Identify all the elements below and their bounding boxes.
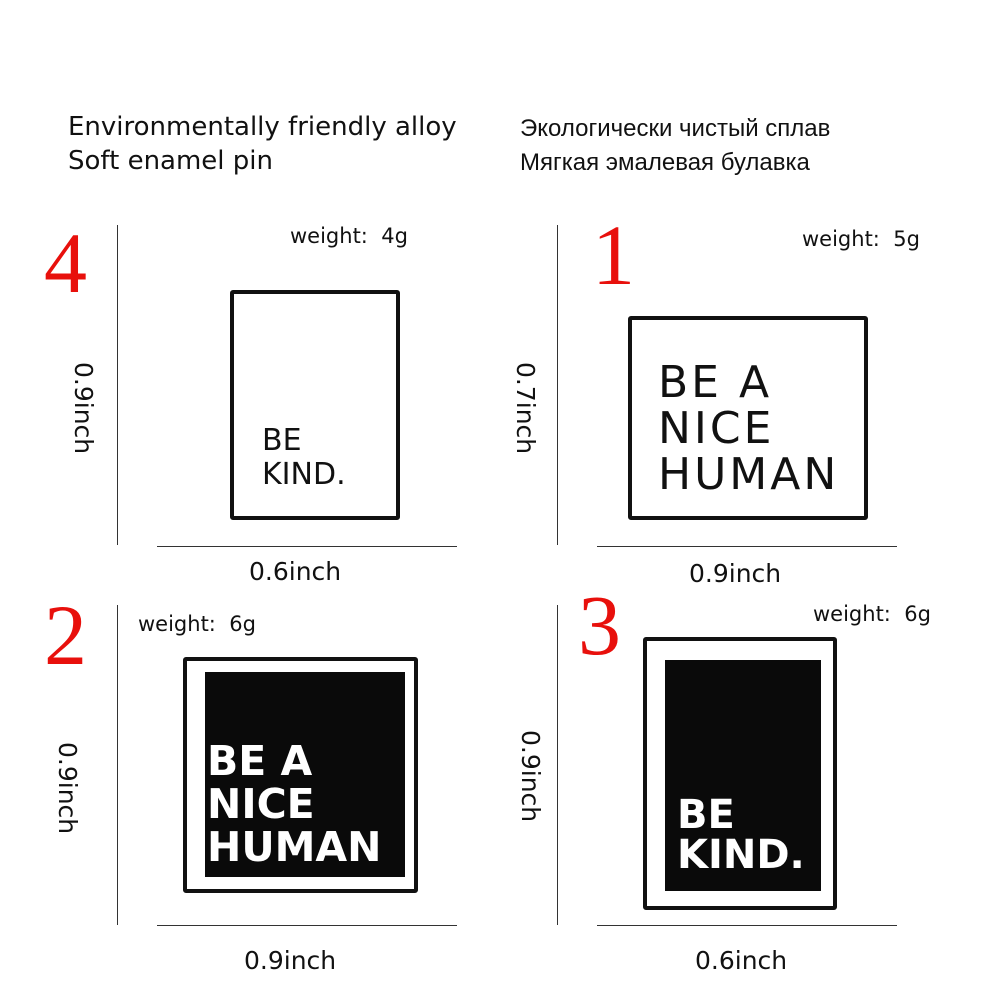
pin-height: 0.9inch <box>53 742 82 835</box>
header-english: Environmentally friendly alloy Soft enam… <box>68 110 457 178</box>
pin-number: 3 <box>578 577 621 673</box>
pin-width: 0.6inch <box>695 946 788 975</box>
pin-text-line: NICE <box>658 403 775 454</box>
height-dimension-line <box>117 605 118 925</box>
pin-weight: weight: 6g <box>138 612 256 636</box>
height-dimension-line <box>117 225 118 545</box>
pin-width: 0.9inch <box>689 559 782 588</box>
width-dimension-line <box>157 546 457 547</box>
height-dimension-line <box>557 605 558 925</box>
pin-text-line: HUMAN <box>658 449 840 500</box>
pin-text-line: NICE <box>207 780 315 828</box>
pin-text-line: BE A <box>207 737 313 785</box>
pin-text-line: BE A <box>658 357 773 408</box>
pin-height: 0.7inch <box>511 362 540 455</box>
pin-height: 0.9inch <box>516 730 545 823</box>
header-en-line2: Soft enamel pin <box>68 146 273 176</box>
pin-be-kind-black: BE KIND. <box>643 637 837 910</box>
pin-be-a-nice-human-black: BE A NICE HUMAN <box>183 657 418 893</box>
pin-weight: weight: 4g <box>290 224 408 248</box>
pin-number: 4 <box>44 215 87 311</box>
pin-height: 0.9inch <box>69 362 98 455</box>
pin-text-line: BE <box>262 423 302 458</box>
header-russian: Экологически чистый сплав Мягкая эмалева… <box>520 112 830 180</box>
header-ru-line1: Экологически чистый сплав <box>520 115 831 142</box>
pin-number: 1 <box>592 207 635 303</box>
height-dimension-line <box>557 225 558 545</box>
width-dimension-line <box>597 925 897 926</box>
width-dimension-line <box>597 546 897 547</box>
pin-text-line: HUMAN <box>207 823 382 871</box>
pin-width: 0.6inch <box>249 557 342 586</box>
pin-number: 2 <box>44 587 87 683</box>
pin-text-line: KIND. <box>677 832 805 878</box>
header-ru-line2: Мягкая эмалевая булавка <box>520 149 810 176</box>
pin-text-line: KIND. <box>262 457 346 492</box>
header-en-line1: Environmentally friendly alloy <box>68 112 457 142</box>
pin-weight: weight: 5g <box>802 227 920 251</box>
pin-weight: weight: 6g <box>813 602 931 626</box>
pin-width: 0.9inch <box>244 946 337 975</box>
pin-text-line: BE <box>677 792 735 838</box>
pin-be-a-nice-human-white: BE A NICE HUMAN <box>628 316 868 520</box>
width-dimension-line <box>157 925 457 926</box>
pin-be-kind-white: BE KIND. <box>230 290 400 520</box>
